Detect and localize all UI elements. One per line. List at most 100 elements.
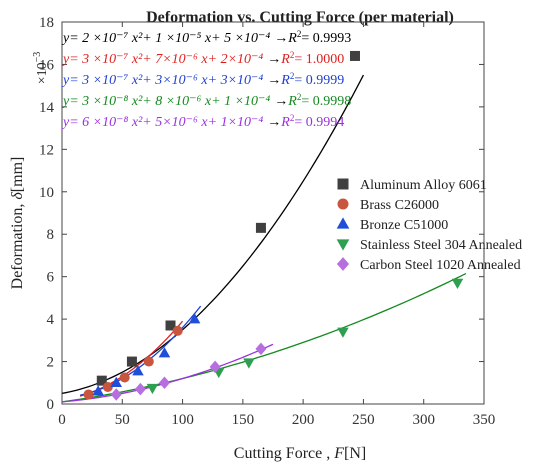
x-tick-label: 0: [58, 412, 66, 428]
x-tick-label: 300: [412, 412, 435, 428]
r2-value: = 0.9998: [301, 94, 351, 109]
r2-value: = 0.9994: [294, 115, 344, 130]
fit-curve-3: [61, 272, 467, 403]
fit-curve-0: [61, 74, 365, 395]
legend-label-2: Bronze C51000: [360, 218, 448, 233]
equation-arrow: →: [274, 94, 288, 109]
y-tick-label: 16: [39, 57, 55, 73]
y-tick-label: 10: [39, 185, 54, 201]
legend-label-0: Aluminum Alloy 6061: [360, 178, 487, 193]
data-point-1-4: [172, 325, 183, 336]
equation-arrow: →: [267, 115, 281, 130]
data-point-3-3: [337, 327, 349, 338]
x-tick-label: 200: [292, 412, 315, 428]
y-tick-label: 6: [47, 270, 55, 286]
y-tick-label: 4: [47, 312, 55, 328]
data-point-1-2: [119, 372, 130, 383]
equation-text: y= 3 ×10⁻⁷ x²+ 3×10⁻⁶ x+ 3×10⁻⁴: [61, 73, 263, 88]
equation-2: y= 3 ×10⁻⁷ x²+ 3×10⁻⁶ x+ 3×10⁻⁴ →R2= 0.99…: [61, 71, 344, 88]
r2-label: R: [287, 94, 297, 109]
data-point-2-4: [188, 313, 201, 324]
y-tick-label: 12: [39, 142, 54, 158]
r2-value: = 0.9993: [301, 31, 351, 46]
legend-label-3: Stainless Steel 304 Annealed: [360, 238, 522, 253]
r2-exp: 2: [290, 71, 295, 81]
r2-label: R: [280, 52, 290, 67]
x-axis-label-prefix: Cutting Force ,: [234, 445, 334, 462]
chart-title: Deformation vs. Cutting Force (per mater…: [146, 9, 454, 26]
y-axis-multiplier: ×10−3: [32, 52, 50, 85]
y-tick-label: 2: [47, 355, 55, 371]
y-axis-label: Deformation, δ[mm]: [9, 157, 26, 290]
data-point-4-3: [209, 360, 221, 374]
legend-marker-4: [336, 257, 350, 271]
data-point-2-1: [110, 376, 123, 388]
legend: Aluminum Alloy 6061 Brass C26000 Bronze C5…: [336, 178, 522, 273]
data-point-4-1: [134, 382, 146, 396]
y-tick-label: 8: [47, 227, 55, 243]
equation-0: y= 2 ×10⁻⁷ x²+ 1 ×10⁻⁵ x+ 5 ×10⁻⁴ →R2= 0.…: [61, 29, 351, 46]
x-axis-label-var: F: [333, 445, 344, 462]
equation-3: y= 3 ×10⁻⁸ x²+ 8 ×10⁻⁶ x+ 1 ×10⁻⁴ →R2= 0.…: [61, 92, 351, 109]
equation-text: y= 2 ×10⁻⁷ x²+ 1 ×10⁻⁵ x+ 5 ×10⁻⁴: [61, 31, 270, 46]
legend-label-4: Carbon Steel 1020 Annealed: [360, 258, 521, 273]
data-point-1-3: [143, 356, 154, 367]
plot-frame: [61, 21, 485, 405]
plot-area: 0 50 100 150 200 250 300 350 0 2 4 6 8 10 12 14 16 18: [39, 15, 495, 428]
data-point-4-0: [110, 388, 122, 401]
data-point-1-1: [102, 382, 113, 393]
legend-marker-3: [336, 239, 350, 251]
r2-exp: 2: [297, 92, 302, 102]
data-point-0-1: [126, 356, 137, 367]
x-tick-label: 250: [352, 412, 375, 428]
equation-arrow: →: [267, 73, 281, 88]
equation-text: y= 6 ×10⁻⁸ x²+ 5×10⁻⁶ x+ 1×10⁻⁴: [61, 115, 263, 130]
r2-exp: 2: [290, 50, 295, 60]
x-tick-label: 100: [171, 412, 194, 428]
data-point-0-0: [96, 375, 107, 386]
equation-text: y= 3 ×10⁻⁸ x²+ 8 ×10⁻⁶ x+ 1 ×10⁻⁴: [61, 94, 270, 109]
data-point-3-2: [243, 358, 255, 369]
x-tick-label: 350: [473, 412, 496, 428]
legend-marker-0: [337, 178, 349, 190]
data-points: [83, 50, 464, 401]
r2-value: = 0.9999: [294, 73, 344, 88]
data-point-0-3: [255, 222, 266, 233]
equation-text: y= 3 ×10⁻⁷ x²+ 7×10⁻⁶ x+ 2×10⁻⁴: [61, 52, 263, 67]
legend-marker-1: [337, 198, 349, 210]
y-axis-label-prefix: Deformation,: [9, 200, 26, 290]
data-point-2-3: [158, 347, 171, 358]
legend-label-1: Brass C26000: [360, 198, 439, 213]
equation-4: y= 6 ×10⁻⁸ x²+ 5×10⁻⁶ x+ 1×10⁻⁴ →R2= 0.99…: [61, 113, 344, 130]
r2-exp: 2: [290, 113, 295, 123]
y-tick-label: 14: [39, 100, 55, 116]
x-tick-label: 150: [232, 412, 255, 428]
x-axis-label: Cutting Force , F[N]: [234, 445, 366, 462]
equations: y= 2 ×10⁻⁷ x²+ 1 ×10⁻⁵ x+ 5 ×10⁻⁴ →R2= 0.…: [61, 29, 351, 130]
data-point-4-2: [158, 376, 170, 390]
data-point-4-4: [255, 342, 267, 356]
y-axis-multiplier-base: ×10: [35, 62, 50, 84]
data-point-1-0: [83, 389, 94, 400]
data-point-3-0: [146, 383, 159, 395]
equation-1: y= 3 ×10⁻⁷ x²+ 7×10⁻⁶ x+ 2×10⁻⁴ →R2= 1.00…: [61, 50, 344, 67]
r2-label: R: [280, 73, 290, 88]
r2-value: = 1.0000: [294, 52, 344, 67]
legend-marker-2: [336, 217, 350, 229]
y-axis-multiplier-exp: −3: [32, 52, 43, 63]
x-axis-label-unit: [N]: [344, 445, 366, 462]
r2-label: R: [287, 31, 297, 46]
y-tick-label: 18: [39, 15, 54, 31]
data-point-0-2: [165, 320, 176, 331]
x-tick-label: 50: [115, 412, 130, 428]
data-point-0-4: [349, 50, 360, 61]
data-point-3-4: [451, 278, 464, 290]
equation-arrow: →: [274, 31, 288, 46]
y-axis-label-unit: [mm]: [9, 157, 26, 193]
equation-arrow: →: [267, 52, 281, 67]
r2-label: R: [280, 115, 290, 130]
y-axis-label-var: δ: [9, 192, 26, 200]
data-point-2-0: [92, 385, 104, 396]
data-point-2-2: [132, 365, 144, 376]
